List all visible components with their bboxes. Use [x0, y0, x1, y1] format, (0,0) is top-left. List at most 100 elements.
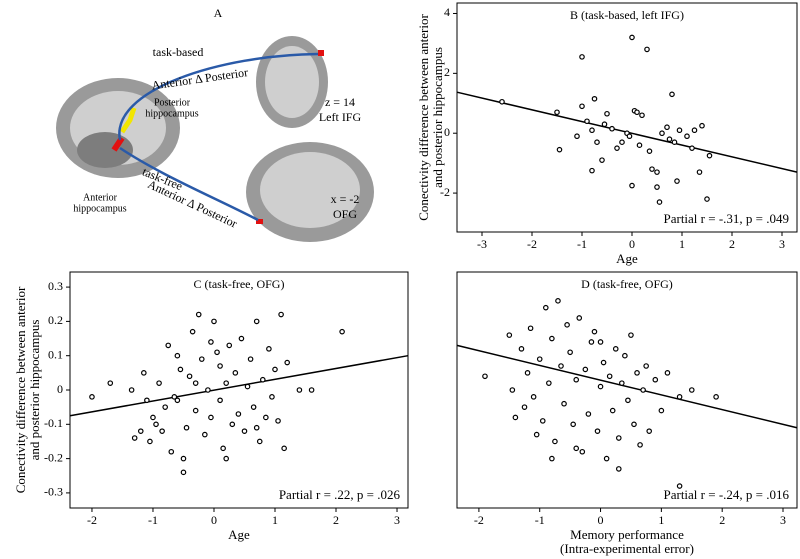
- data-point: [640, 387, 646, 393]
- data-point: [666, 136, 673, 143]
- brain-white: [265, 46, 319, 118]
- data-point: [89, 394, 95, 400]
- label: Anterior: [83, 192, 118, 203]
- data-point: [664, 124, 670, 131]
- data-point: [543, 304, 549, 311]
- data-point: [253, 424, 260, 431]
- data-point: [214, 349, 220, 356]
- data-point: [646, 428, 653, 434]
- data-point: [652, 376, 659, 383]
- data-point: [202, 431, 208, 438]
- data-point: [628, 332, 634, 338]
- data-point: [165, 342, 172, 349]
- data-point: [150, 414, 156, 421]
- data-point: [564, 322, 570, 328]
- x-tick-label: -1: [148, 513, 158, 527]
- data-point: [671, 139, 678, 145]
- data-point: [574, 133, 580, 140]
- data-point: [699, 122, 705, 129]
- x-tick-label: 2: [333, 513, 339, 527]
- data-point: [676, 483, 683, 489]
- data-point: [669, 91, 675, 98]
- y-tick-label: 0.1: [48, 347, 63, 361]
- annotation: Partial r = -.31, p = .049: [663, 211, 789, 226]
- x-tick-label: -2: [527, 237, 537, 251]
- data-point: [512, 414, 519, 421]
- data-point: [549, 455, 555, 462]
- data-point: [180, 469, 187, 476]
- data-point: [573, 376, 580, 383]
- x-tick-label: 3: [779, 237, 785, 251]
- data-point: [556, 146, 563, 153]
- data-point: [521, 404, 528, 410]
- label: OFG: [333, 207, 357, 221]
- data-point: [156, 380, 162, 386]
- data-point: [536, 356, 543, 362]
- data-point: [691, 127, 698, 134]
- scatter-chart: -3 -2 -1 0 1 2 3 -2 0 2 4 B (task-based, left IFG) P…: [416, 2, 798, 266]
- data-point: [177, 366, 184, 373]
- x-axis-label: (Intra-experimental error): [560, 541, 694, 556]
- y-tick-label: -2: [440, 185, 450, 199]
- data-point: [597, 339, 604, 345]
- data-point: [599, 157, 605, 163]
- data-point: [217, 397, 223, 404]
- data-point: [153, 421, 159, 428]
- x-axis-label: Memory performance: [570, 527, 684, 542]
- data-point: [499, 98, 505, 105]
- data-point: [162, 404, 168, 410]
- data-point: [615, 466, 622, 472]
- label: task-based: [153, 45, 204, 59]
- data-point: [256, 438, 263, 445]
- data-point: [567, 349, 573, 356]
- data-point: [637, 442, 643, 448]
- data-point: [713, 394, 719, 400]
- data-point: [195, 311, 202, 318]
- data-point: [634, 109, 640, 116]
- data-point: [339, 328, 345, 335]
- data-point: [612, 346, 619, 352]
- data-point: [244, 383, 251, 390]
- y-tick-label: 0: [444, 125, 450, 139]
- data-point: [639, 112, 645, 119]
- data-point: [141, 370, 147, 376]
- label: Anterior Δ Posterior: [151, 65, 249, 92]
- data-point: [573, 445, 580, 452]
- data-point: [576, 315, 583, 321]
- label: x = -2: [331, 192, 360, 206]
- y-tick-label: -0.3: [44, 485, 63, 499]
- data-point: [654, 169, 660, 175]
- data-point: [232, 370, 239, 376]
- x-tick-label: 0: [598, 513, 604, 527]
- data-point: [296, 387, 303, 393]
- chart-title: D (task-free, OFG): [581, 277, 673, 291]
- data-point: [168, 448, 175, 455]
- data-point: [649, 166, 655, 172]
- data-point: [579, 448, 586, 455]
- data-point: [676, 127, 683, 134]
- data-point: [706, 152, 713, 159]
- data-point: [619, 139, 625, 145]
- data-point: [629, 182, 635, 189]
- data-point: [186, 373, 193, 380]
- data-point: [220, 445, 226, 452]
- data-point: [147, 438, 153, 445]
- data-point: [198, 356, 205, 362]
- data-point: [615, 435, 622, 441]
- x-tick-label: -3: [477, 237, 487, 251]
- data-point: [269, 394, 275, 400]
- data-point: [259, 376, 266, 383]
- data-point: [192, 407, 199, 414]
- brain-white: [260, 152, 360, 228]
- data-point: [600, 359, 607, 366]
- data-point: [235, 411, 242, 417]
- data-point: [284, 359, 290, 366]
- label: hippocampus: [73, 203, 126, 214]
- data-point: [622, 352, 628, 359]
- data-point: [527, 325, 534, 332]
- data-point: [619, 380, 625, 386]
- arrow: [119, 146, 259, 222]
- data-point: [689, 145, 695, 151]
- data-point: [614, 145, 620, 151]
- y-tick-label: 4: [444, 5, 450, 19]
